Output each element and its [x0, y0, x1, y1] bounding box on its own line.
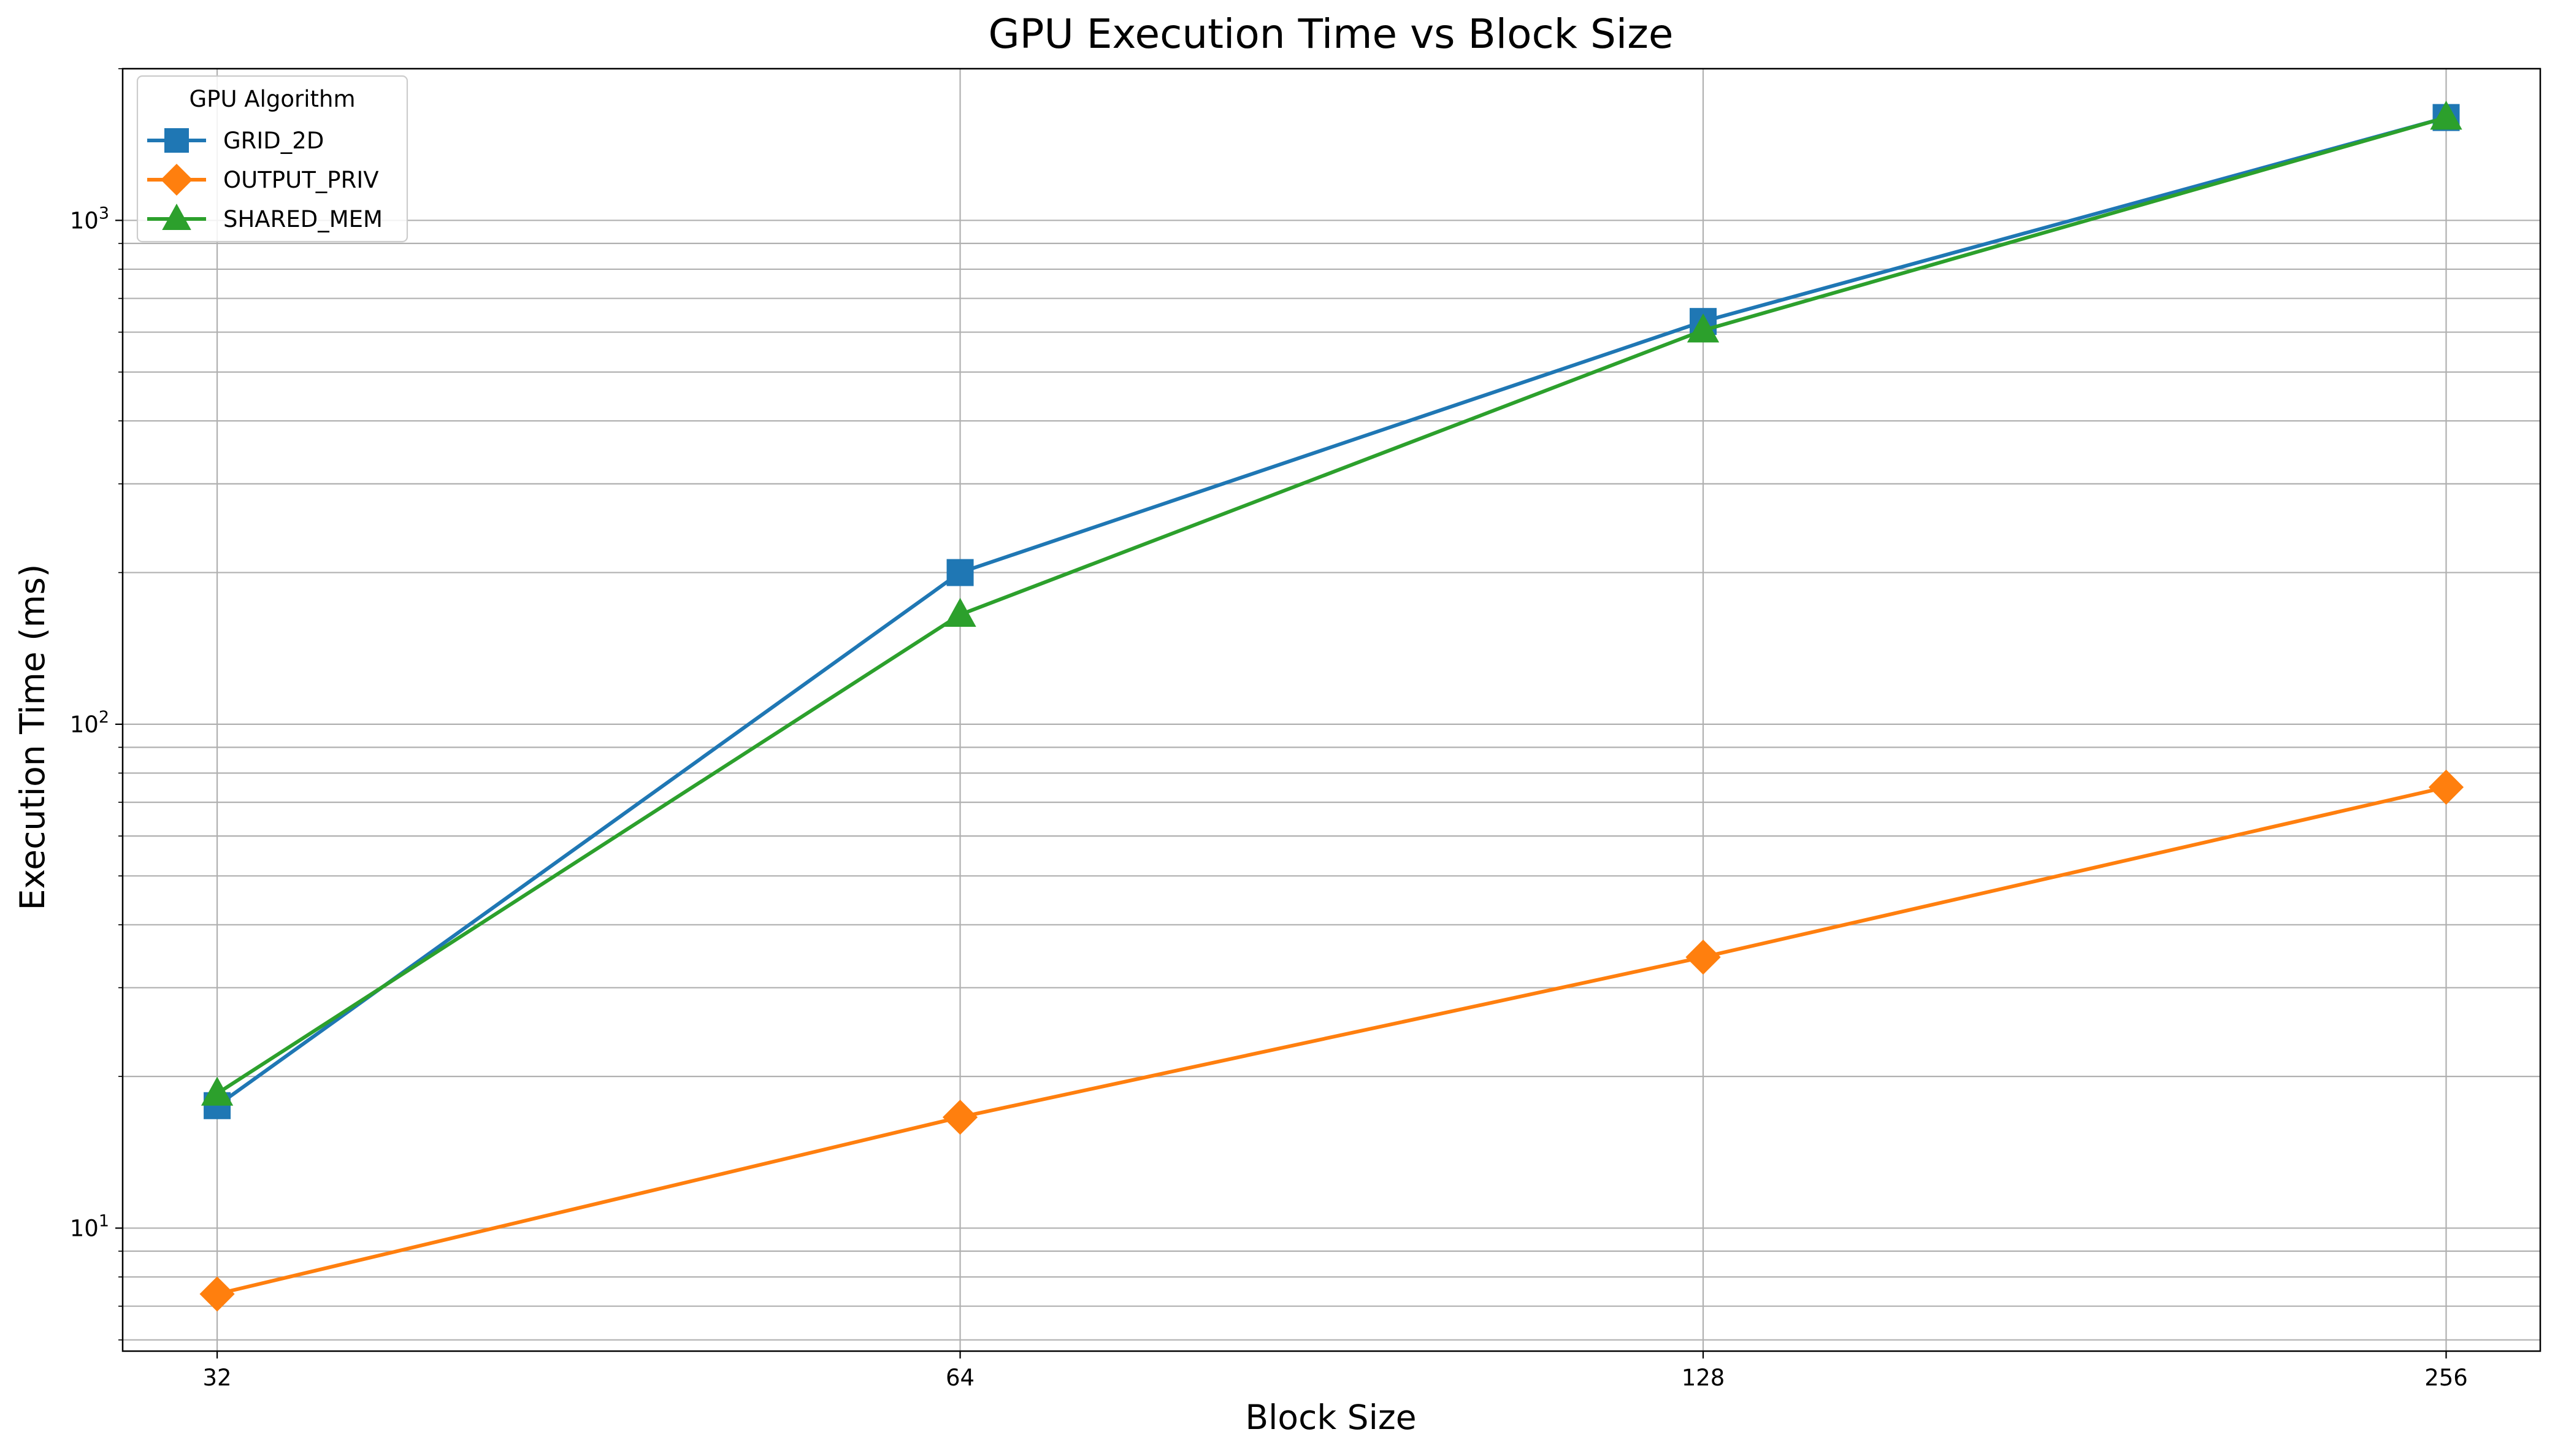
series-line-shared-mem: [216, 115, 2447, 1095]
grid-lines: [123, 67, 2540, 1351]
series-line-grid-2d: [216, 115, 2447, 1108]
plot-frame: [121, 67, 2542, 1352]
data-point-shared-mem: [2430, 101, 2462, 130]
legend-marker-shared-mem: [162, 204, 191, 230]
data-point-shared-mem: [944, 597, 976, 627]
legend-title: GPU Algorithm: [189, 86, 355, 112]
y-tick-label: 101: [70, 1211, 109, 1241]
y-tick-label: 102: [70, 708, 109, 738]
data-point-shared-mem: [201, 1076, 234, 1106]
data-point-output-priv: [2428, 769, 2464, 805]
data-point-output-priv: [1685, 939, 1721, 975]
x-tick-label: 128: [1682, 1365, 1725, 1391]
legend-box: [136, 75, 408, 243]
legend-marker-grid-2d: [164, 128, 189, 153]
legend-item-output-priv: OUTPUT_PRIV: [147, 164, 379, 196]
x-tick-label: 32: [203, 1365, 232, 1391]
legend-item-grid-2d: GRID_2D: [147, 128, 324, 154]
y-axis-label: Execution Time (ms): [13, 564, 52, 911]
legend-label-grid-2d: GRID_2D: [223, 128, 324, 154]
x-axis-label: Block Size: [1245, 1398, 1416, 1437]
axis-ticks: 32 64 128 256 101 102 103: [70, 68, 2468, 1391]
series-group: [199, 101, 2464, 1312]
series-line-output-priv: [216, 785, 2447, 1296]
legend-marker-output-priv: [161, 164, 193, 196]
legend-label-shared-mem: SHARED_MEM: [223, 206, 383, 232]
data-point-output-priv: [942, 1100, 978, 1135]
y-tick-label: 103: [70, 204, 109, 234]
series-shared-mem: [201, 101, 2462, 1106]
data-point-output-priv: [199, 1276, 235, 1312]
chart-title: GPU Execution Time vs Block Size: [989, 10, 1674, 58]
legend-item-shared-mem: SHARED_MEM: [147, 204, 383, 232]
series-output-priv: [199, 769, 2464, 1312]
data-point-shared-mem: [1687, 313, 1720, 343]
x-tick-label: 256: [2424, 1365, 2468, 1391]
data-point-grid-2d: [946, 559, 974, 586]
x-tick-label: 64: [946, 1365, 975, 1391]
legend-label-output-priv: OUTPUT_PRIV: [223, 167, 379, 193]
legend: GPU Algorithm GRID_2D OUTPUT_PRIV SHARED_ME…: [136, 75, 408, 243]
